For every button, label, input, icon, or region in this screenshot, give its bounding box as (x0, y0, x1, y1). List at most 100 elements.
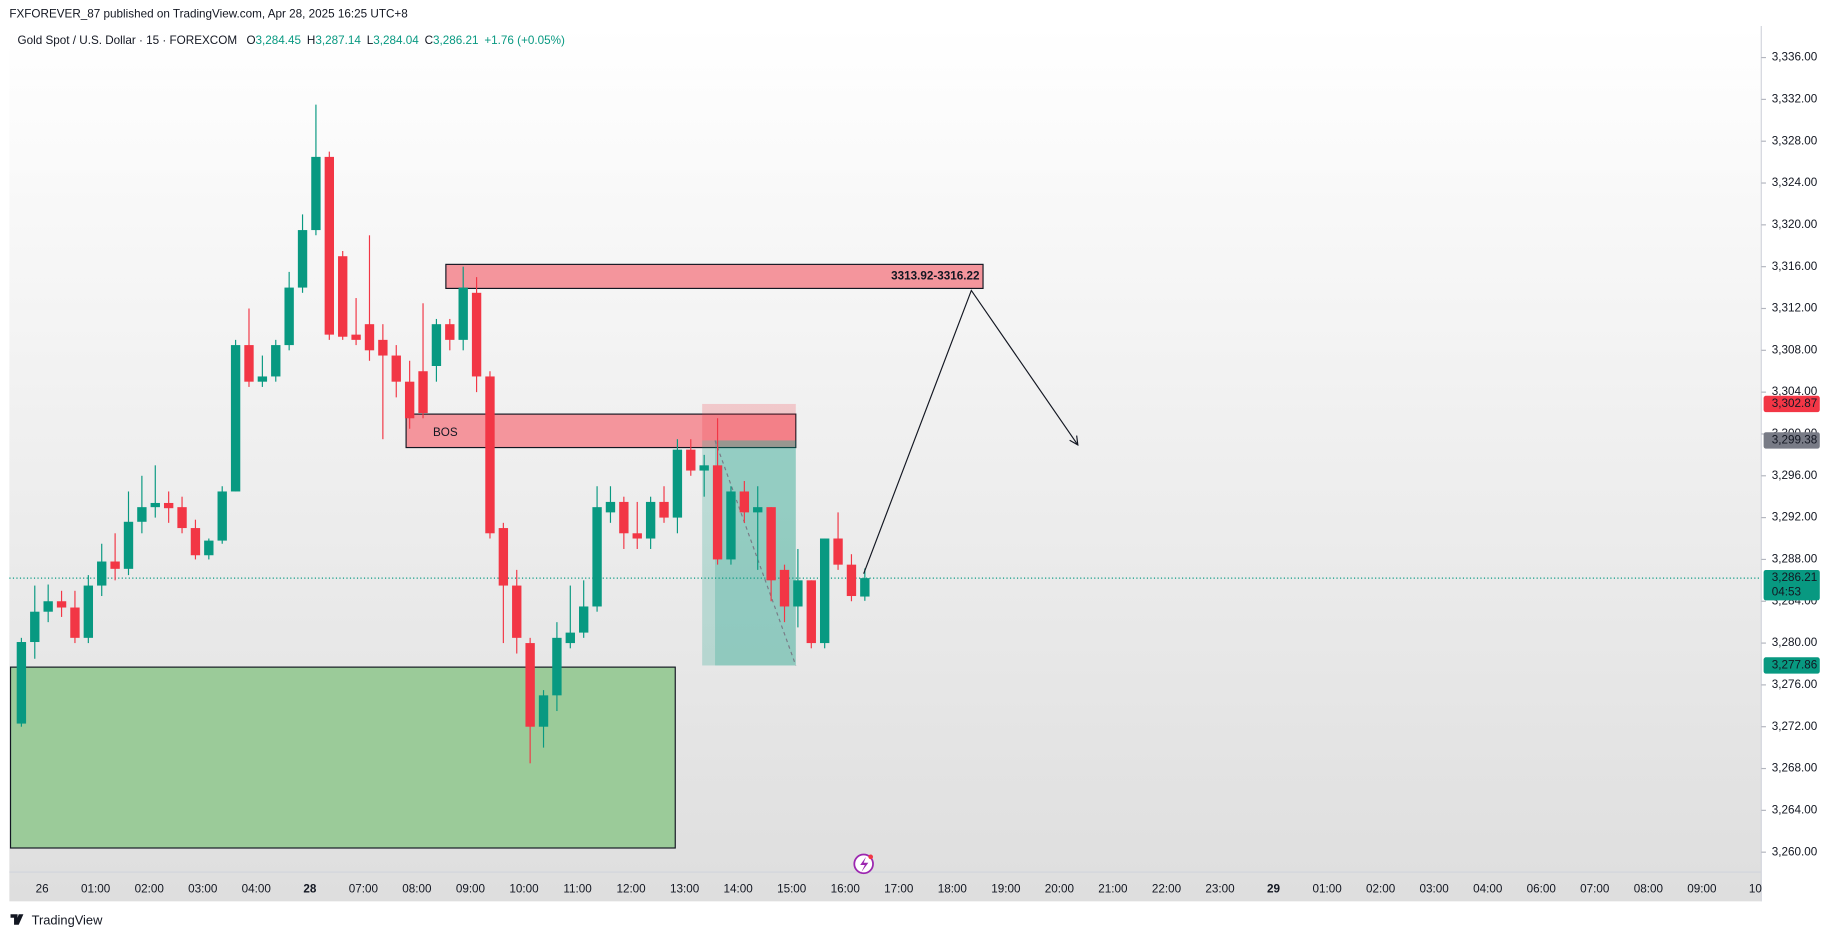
price-badge (1763, 395, 1820, 413)
zone-label: BOS (433, 426, 458, 439)
x-tick-label: 12:00 (616, 883, 646, 896)
x-tick-label: 02:00 (135, 883, 165, 896)
header: FXFOREVER_87 published on TradingView.co… (9, 7, 407, 20)
y-tick-label: 3,260.00 (1772, 845, 1818, 858)
legend-value: 3,287.14 (315, 34, 361, 47)
candle-body (324, 156, 334, 335)
stop-zone (702, 403, 796, 441)
y-tick-label: 3,312.00 (1772, 302, 1818, 315)
zone (405, 413, 797, 449)
candle-body (204, 540, 214, 556)
price-badge (1763, 432, 1820, 449)
y-tick-label: 3,328.00 (1772, 134, 1818, 147)
candle-body (297, 230, 308, 288)
x-tick-label: 09:00 (456, 883, 486, 896)
x-tick-label: 15:00 (777, 883, 807, 896)
x-tick-label: 14:00 (724, 883, 754, 896)
x-tick-label: 01:00 (1312, 883, 1342, 896)
countdown: 04:53 (1772, 585, 1801, 598)
candle-body (512, 585, 522, 638)
candle-body (498, 528, 509, 586)
candle-body (538, 695, 549, 727)
y-tick-label: 3,304.00 (1772, 385, 1818, 398)
projection-arrow (863, 289, 1079, 574)
candle-body (699, 465, 709, 471)
candle-body (311, 156, 321, 231)
y-tick-label: 3,288.00 (1772, 553, 1818, 566)
candle-body (819, 538, 830, 644)
y-tick-label: 3,320.00 (1772, 218, 1818, 231)
x-tick-label: 23:00 (1205, 883, 1235, 896)
candle-body (391, 355, 401, 382)
candle-body (779, 569, 790, 607)
candle-body (632, 533, 642, 539)
candle-body (860, 578, 870, 597)
legend-key: C (425, 34, 433, 47)
candle-body (672, 449, 683, 518)
y-tick-label: 3,336.00 (1772, 51, 1818, 64)
position-path (714, 440, 797, 666)
x-tick-label: 26 (36, 883, 49, 896)
candle-body (150, 502, 160, 508)
price-badge-label: 3,286.21 (1772, 571, 1818, 584)
x-tick-label: 28 (303, 883, 317, 896)
candle-body (271, 345, 281, 377)
y-tick-label: 3,292.00 (1772, 511, 1818, 524)
candle-body (605, 501, 616, 513)
candle-body (739, 491, 750, 513)
candle-body (833, 538, 843, 565)
candle-body (471, 292, 482, 377)
x-tick-label: 19:00 (991, 883, 1021, 896)
candle-body (712, 465, 723, 560)
x-tick-label: 21:00 (1098, 883, 1128, 896)
x-tick-label: 03:00 (1420, 883, 1450, 896)
candle-body (110, 561, 120, 569)
candle-body (431, 324, 442, 366)
y-tick-label: 3,276.00 (1772, 678, 1818, 691)
x-tick-label: 13:00 (670, 883, 700, 896)
candle-body (846, 564, 857, 597)
candle-body (645, 501, 656, 539)
x-tick-label: 08:00 (1634, 883, 1664, 896)
zone-label: 3313.92-3316.22 (891, 269, 980, 282)
candle-body (806, 580, 816, 644)
x-tick-label: 07:00 (1580, 883, 1610, 896)
x-tick-label: 29 (1267, 883, 1281, 896)
candle-body (30, 611, 40, 643)
zone (445, 263, 984, 290)
candle-body (552, 637, 562, 696)
legend-value: 3,286.21 (433, 34, 479, 47)
candle-body (123, 521, 134, 569)
candle-body (70, 607, 80, 638)
y-tick-label: 3,264.00 (1772, 803, 1818, 816)
candle-body (364, 324, 375, 351)
x-tick-label: 22:00 (1152, 883, 1182, 896)
x-tick-label: 20:00 (1045, 883, 1075, 896)
candle-body (659, 501, 669, 518)
legend-key: H (307, 34, 315, 47)
y-tick-label: 3,308.00 (1772, 343, 1818, 356)
candle-body (686, 449, 696, 471)
x-tick-label: 03:00 (188, 883, 218, 896)
tradingview-logo (10, 914, 24, 925)
candle-body (378, 339, 388, 356)
y-tick-label: 3,272.00 (1772, 720, 1818, 733)
candle-body (619, 501, 629, 534)
x-tick-label: 02:00 (1366, 883, 1396, 896)
x-tick-label: 18:00 (938, 883, 968, 896)
change: +1.76 (+0.05%) (484, 34, 565, 47)
candle-body (404, 381, 415, 419)
price-badge (1763, 569, 1820, 601)
x-tick-label: 11:00 (563, 883, 592, 896)
arrow-head (1069, 435, 1079, 447)
candle-body (458, 287, 468, 340)
y-tick-label: 3,280.00 (1772, 636, 1818, 649)
x-tick-label: 06:00 (1527, 883, 1557, 896)
legend-key: L (367, 34, 374, 47)
candle-body (83, 585, 94, 638)
legend-value: 3,284.04 (373, 34, 419, 47)
candle-body (793, 580, 803, 607)
x-tick-label: 07:00 (349, 883, 379, 896)
y-tick-label: 3,296.00 (1772, 469, 1818, 482)
